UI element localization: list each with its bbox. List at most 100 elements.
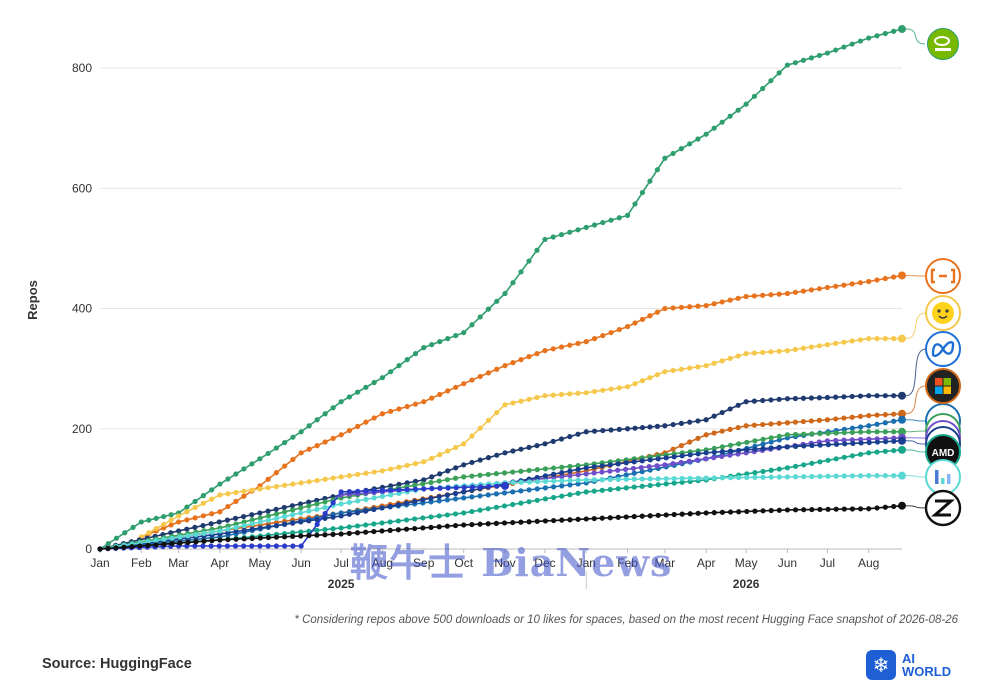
data-point — [575, 227, 581, 233]
qwen-logo[interactable] — [925, 258, 961, 294]
data-point — [412, 516, 418, 522]
data-point — [363, 522, 369, 528]
data-point — [436, 478, 442, 484]
data-point — [808, 344, 815, 350]
data-point — [217, 492, 223, 498]
data-point — [768, 397, 774, 403]
data-point — [201, 530, 207, 536]
data-point — [192, 504, 198, 511]
data-point — [857, 280, 864, 286]
endpoint-marker — [898, 427, 906, 436]
data-point — [809, 506, 815, 513]
data-point — [281, 513, 288, 520]
data-point — [526, 479, 532, 485]
data-point — [518, 488, 524, 494]
ai-world-logo[interactable]: ❄ AI WORLD — [866, 649, 951, 681]
data-point — [817, 459, 823, 465]
data-point — [591, 336, 598, 342]
data-point — [153, 542, 159, 548]
huggingface-logo[interactable] — [925, 295, 961, 331]
zhipu-logo[interactable] — [924, 489, 962, 527]
data-point — [461, 474, 467, 480]
data-point — [273, 470, 279, 476]
snowflake-icon: ❄ — [866, 650, 896, 680]
data-point — [792, 289, 799, 295]
data-point — [583, 489, 589, 495]
data-point — [388, 466, 394, 472]
x-tick-label: Feb — [617, 556, 638, 570]
data-point — [567, 229, 573, 235]
data-point — [477, 425, 483, 431]
data-point — [249, 517, 255, 523]
data-point — [623, 472, 629, 478]
data-point — [265, 485, 271, 491]
x-tick-label: Apr — [697, 556, 716, 570]
data-point — [695, 136, 701, 142]
data-point — [469, 433, 475, 439]
data-point — [534, 479, 541, 485]
data-point — [743, 293, 749, 300]
svg-text:AMD: AMD — [932, 448, 955, 459]
data-point — [687, 419, 693, 425]
nvidia-logo[interactable] — [925, 26, 961, 62]
data-point — [801, 474, 807, 480]
series-line — [99, 439, 903, 550]
data-point — [232, 515, 239, 521]
data-point — [768, 78, 774, 84]
data-point — [534, 467, 540, 473]
data-point — [727, 113, 733, 119]
data-point — [719, 449, 726, 455]
x-tick-label: Dec — [534, 556, 555, 570]
data-point — [874, 33, 880, 39]
data-point — [857, 473, 864, 479]
data-point — [403, 500, 410, 506]
data-point — [469, 494, 475, 500]
data-point — [670, 461, 676, 467]
endpoint-marker — [898, 415, 906, 424]
data-point — [662, 462, 668, 468]
legend-logos[interactable]: AMD — [924, 26, 962, 527]
data-point — [622, 466, 629, 472]
x-tick-label: Jan — [90, 556, 109, 570]
data-point — [469, 484, 476, 490]
data-point — [833, 430, 839, 436]
data-point — [493, 491, 499, 497]
data-point — [784, 507, 791, 513]
data-point — [146, 530, 152, 536]
zhipu-logo-series — [97, 501, 906, 552]
connector-line — [905, 385, 927, 415]
endpoint-marker — [898, 334, 906, 343]
data-point — [225, 536, 231, 543]
data-point — [825, 442, 831, 448]
data-point — [437, 485, 443, 491]
nvidia-logo-series — [97, 25, 906, 552]
meta-logo[interactable] — [925, 331, 961, 367]
data-point — [599, 469, 605, 475]
x-tick-label: Jun — [291, 556, 310, 570]
data-point — [679, 511, 685, 517]
data-point — [185, 533, 191, 539]
data-point — [518, 357, 524, 363]
data-point — [534, 394, 540, 401]
data-point — [776, 466, 782, 472]
data-point — [679, 453, 685, 459]
data-point — [575, 340, 581, 347]
data-point — [249, 535, 255, 541]
data-point — [727, 297, 733, 303]
microsoft-logo[interactable] — [925, 368, 961, 404]
data-point — [200, 493, 206, 499]
data-point — [655, 476, 661, 482]
data-point — [502, 450, 508, 456]
data-point — [607, 476, 613, 483]
data-point — [883, 439, 889, 445]
y-axis: 0 200 400 600 800 — [72, 61, 92, 556]
bar-chart-logo[interactable] — [925, 459, 961, 495]
endpoint-marker — [898, 436, 906, 445]
data-point — [209, 529, 215, 535]
data-point — [338, 513, 344, 519]
data-point — [849, 453, 856, 459]
huggingface-logo-series — [138, 334, 906, 540]
data-point — [760, 349, 766, 356]
data-point — [768, 435, 774, 441]
data-point — [403, 517, 410, 523]
